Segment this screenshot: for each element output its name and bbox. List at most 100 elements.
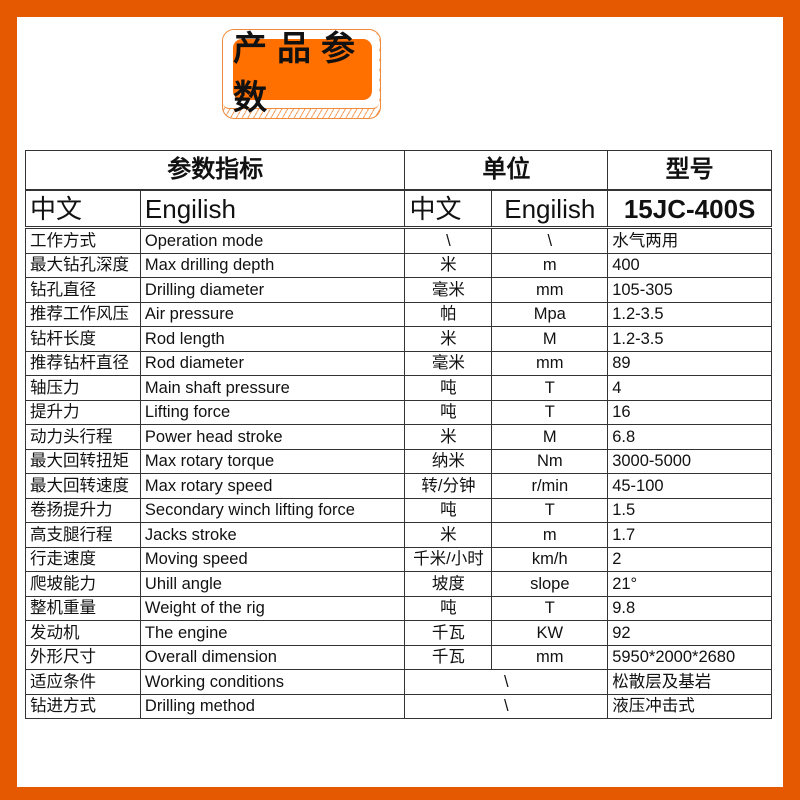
cell-unit-zh: 毫米 [404, 277, 493, 303]
cell-unit-en: T [491, 375, 609, 401]
cell-name-en: Operation mode [139, 227, 406, 254]
cell-value: 2 [607, 546, 772, 572]
cell-unit-en: Nm [491, 448, 609, 474]
table-row: 外形尺寸 Overall dimension 千瓦 mm 5950*2000*2680 [25, 644, 772, 670]
cell-name-zh: 整机重量 [25, 595, 141, 621]
cell-value: 液压冲击式 [607, 693, 772, 719]
cell-value: 16 [607, 399, 772, 425]
cell-name-en: Rod length [139, 326, 406, 352]
cell-value: 5950*2000*2680 [607, 644, 772, 670]
cell-name-zh: 推荐钻杆直径 [25, 350, 141, 376]
table-row: 工作方式 Operation mode \ \ 水气两用 [25, 227, 772, 254]
cell-unit-zh: 坡度 [404, 571, 493, 597]
cell-unit-en: r/min [491, 473, 609, 499]
cell-name-zh: 行走速度 [25, 546, 141, 572]
cell-name-zh: 钻进方式 [25, 693, 141, 719]
cell-name-zh: 提升力 [25, 399, 141, 425]
cell-value: 1.2-3.5 [607, 301, 772, 327]
cell-name-zh: 轴压力 [25, 375, 141, 401]
cell-unit-zh: 吨 [404, 497, 493, 523]
table-row: 钻孔直径 Drilling diameter 毫米 mm 105-305 [25, 277, 772, 303]
cell-name-zh: 最大回转扭矩 [25, 448, 141, 474]
cell-name-zh: 推荐工作风压 [25, 301, 141, 327]
cell-name-en: Overall dimension [139, 644, 406, 670]
cell-unit: \ [404, 669, 609, 695]
table-row: 行走速度 Moving speed 千米/小时 km/h 2 [25, 546, 772, 572]
cell-value: 92 [607, 620, 772, 646]
cell-name-zh: 外形尺寸 [25, 644, 141, 670]
cell-unit-zh: 纳米 [404, 448, 493, 474]
table-row: 动力头行程 Power head stroke 米 M 6.8 [25, 424, 772, 450]
cell-unit-zh: 吨 [404, 595, 493, 621]
cell-name-en: The engine [139, 620, 406, 646]
cell-name-zh: 最大钻孔深度 [25, 252, 141, 278]
cell-unit-en: mm [491, 350, 609, 376]
subheader-unit-en: Engilish [491, 189, 609, 229]
cell-unit-zh: 吨 [404, 399, 493, 425]
cell-name-zh: 工作方式 [25, 227, 141, 254]
cell-value: 21° [607, 571, 772, 597]
cell-value: 水气两用 [607, 227, 772, 254]
cell-name-en: Weight of the rig [139, 595, 406, 621]
cell-name-en: Lifting force [139, 399, 406, 425]
cell-value: 9.8 [607, 595, 772, 621]
cell-unit-en: mm [491, 644, 609, 670]
table-row: 最大回转速度 Max rotary speed 转/分钟 r/min 45-100 [25, 473, 772, 499]
cell-name-en: Jacks stroke [139, 522, 406, 548]
cell-name-zh: 卷扬提升力 [25, 497, 141, 523]
banner-title: 产品参数 [233, 29, 372, 118]
table-row: 发动机 The engine 千瓦 KW 92 [25, 620, 772, 646]
cell-name-zh: 钻孔直径 [25, 277, 141, 303]
cell-unit-zh: 毫米 [404, 350, 493, 376]
cell-name-zh: 动力头行程 [25, 424, 141, 450]
cell-unit-en: mm [491, 277, 609, 303]
cell-unit-en: Mpa [491, 301, 609, 327]
header-model: 型号 [607, 150, 772, 191]
cell-name-en: Working conditions [139, 669, 406, 695]
cell-unit-en: T [491, 595, 609, 621]
cell-unit-en: slope [491, 571, 609, 597]
cell-name-zh: 爬坡能力 [25, 571, 141, 597]
subheader-en: Engilish [139, 189, 406, 229]
subheader-row: 中文 Engilish 中文 Engilish 15JC-400S [25, 189, 772, 229]
spec-table: 参数指标 单位 型号 中文 Engilish 中文 Engilish 15JC-… [24, 150, 772, 719]
header-params: 参数指标 [24, 150, 406, 191]
cell-value: 105-305 [607, 277, 772, 303]
cell-unit-zh: 米 [404, 252, 493, 278]
table-row: 最大回转扭矩 Max rotary torque 纳米 Nm 3000-5000 [25, 448, 772, 474]
table-row: 整机重量 Weight of the rig 吨 T 9.8 [25, 595, 772, 621]
cell-unit-en: T [491, 399, 609, 425]
cell-name-en: Drilling diameter [139, 277, 406, 303]
cell-unit-zh: 千瓦 [404, 620, 493, 646]
cell-name-en: Rod diameter [139, 350, 406, 376]
cell-name-en: Max drilling depth [139, 252, 406, 278]
cell-unit-zh: 吨 [404, 375, 493, 401]
table-row: 爬坡能力 Uhill angle 坡度 slope 21° [25, 571, 772, 597]
table-row: 轴压力 Main shaft pressure 吨 T 4 [25, 375, 772, 401]
table-row: 钻进方式 Drilling method \ 液压冲击式 [25, 693, 772, 719]
cell-unit-zh: 米 [404, 522, 493, 548]
header-unit: 单位 [404, 150, 609, 191]
cell-name-en: Max rotary torque [139, 448, 406, 474]
cell-value: 4 [607, 375, 772, 401]
table-row: 推荐钻杆直径 Rod diameter 毫米 mm 89 [25, 350, 772, 376]
cell-unit-en: M [491, 326, 609, 352]
cell-name-en: Secondary winch lifting force [139, 497, 406, 523]
cell-name-en: Main shaft pressure [139, 375, 406, 401]
cell-name-zh: 钻杆长度 [25, 326, 141, 352]
cell-value: 3000-5000 [607, 448, 772, 474]
cell-name-zh: 高支腿行程 [25, 522, 141, 548]
cell-unit-en: KW [491, 620, 609, 646]
cell-name-zh: 最大回转速度 [25, 473, 141, 499]
table-row: 适应条件 Working conditions \ 松散层及基岩 [25, 669, 772, 695]
cell-name-en: Air pressure [139, 301, 406, 327]
cell-unit-en: km/h [491, 546, 609, 572]
cell-value: 1.2-3.5 [607, 326, 772, 352]
cell-value: 6.8 [607, 424, 772, 450]
cell-unit-en: M [491, 424, 609, 450]
cell-unit-zh: 帕 [404, 301, 493, 327]
cell-unit: \ [404, 693, 609, 719]
subheader-unit-zh: 中文 [404, 189, 493, 229]
cell-value: 1.5 [607, 497, 772, 523]
cell-value: 松散层及基岩 [607, 669, 772, 695]
